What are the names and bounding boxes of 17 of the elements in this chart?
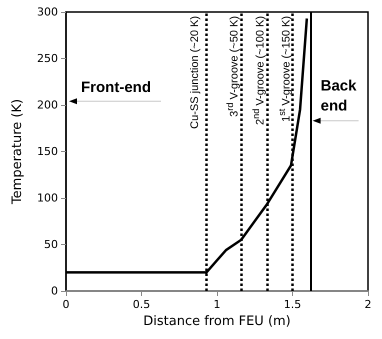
annotation: Back end — [320, 77, 358, 114]
ref-line-label: Cu-SS junction (~20 K) — [189, 16, 202, 129]
y-tick-label: 300 — [37, 6, 58, 18]
y-tick-label: 0 — [51, 284, 58, 298]
x-axis-title: Distance from FEU (m) — [143, 314, 291, 329]
x-tick-label: 0.5 — [132, 298, 150, 311]
y-tick-label: 250 — [37, 52, 58, 65]
annotation: Front-end — [81, 78, 151, 96]
x-tick-label: 1 — [214, 298, 220, 311]
x-tick-label: 2 — [364, 298, 372, 311]
y-axis-title: Temperature (K) — [10, 98, 25, 206]
y-tick-label: 50 — [44, 238, 58, 251]
x-tick-label: 0 — [62, 298, 70, 311]
y-tick-label: 150 — [37, 145, 58, 158]
x-tick-label: 1.5 — [284, 298, 302, 311]
y-tick-label: 200 — [37, 98, 58, 112]
y-tick-label: 100 — [37, 192, 58, 204]
